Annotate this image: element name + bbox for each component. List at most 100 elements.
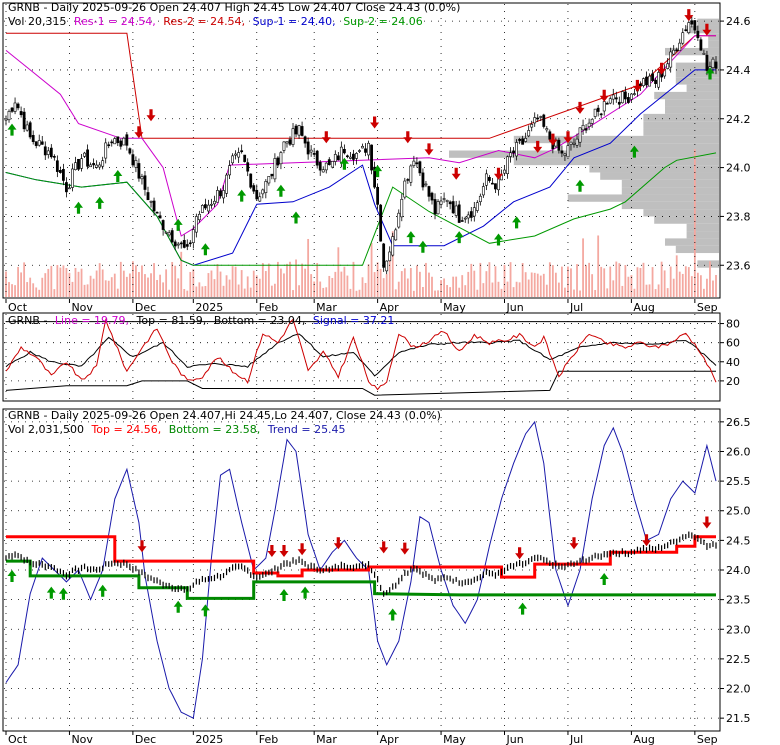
price-y-tick-label: 24.2: [726, 113, 751, 126]
candle-body: [4, 118, 8, 121]
volume-bar: [712, 280, 714, 297]
candle-body: [542, 114, 546, 127]
volume-bar: [310, 274, 313, 297]
price-header-line1: GRNB - Daily 2025-09-26 Open 24.407 High…: [8, 1, 460, 14]
volume-profile-bar: [675, 69, 719, 78]
candle-body: [569, 141, 573, 145]
volume-bar: [654, 289, 657, 297]
volume-profile-bar: [697, 260, 719, 268]
price-x-tick-label: 2025: [195, 301, 223, 314]
volume-bar: [219, 271, 222, 297]
volume-bar: [615, 261, 618, 297]
candle-body: [409, 165, 413, 183]
candle-body: [309, 149, 313, 153]
candle-body: [128, 148, 132, 154]
volume-bar: [660, 261, 663, 297]
candle-body: [155, 211, 159, 214]
volume-bar: [56, 265, 59, 297]
candle-body: [415, 162, 419, 165]
rsi-line: [5, 318, 717, 391]
volume-bar: [579, 290, 581, 297]
sell-arrow-icon: [451, 167, 461, 180]
volume-bar: [47, 268, 50, 297]
trend-x-tick-label: Sep: [697, 733, 718, 745]
price-y-tick-label: 23.8: [726, 210, 751, 223]
candle-body: [74, 162, 77, 170]
candle-body: [623, 91, 627, 100]
volume-profile-bar: [643, 121, 719, 129]
volume-bar: [373, 272, 376, 297]
volume-bar: [542, 273, 545, 297]
trend-plot-area: [4, 410, 719, 730]
volume-bar: [289, 261, 291, 297]
volume-bar: [364, 282, 367, 297]
volume-profile-bar: [686, 223, 719, 232]
trend-x-tick-label: Nov: [71, 733, 93, 745]
volume-bar: [515, 281, 518, 297]
sell-arrow-icon: [370, 116, 380, 129]
trend-x-tick-label: Oct: [8, 733, 28, 745]
volume-bar: [630, 275, 633, 297]
volume-bar: [122, 270, 125, 297]
candle-body: [669, 51, 673, 68]
candle-body: [491, 182, 494, 185]
candle-body: [509, 152, 512, 157]
volume-bar: [443, 278, 445, 297]
volume-bar: [258, 278, 261, 297]
volume-bar: [11, 284, 13, 297]
volume-bar: [228, 279, 231, 297]
volume-profile-bar: [665, 106, 719, 114]
volume-bar: [394, 289, 397, 297]
volume-bar: [636, 267, 639, 297]
volume-bar: [41, 277, 44, 297]
rsi-header-top: Top = 81.59,: [136, 314, 207, 327]
candle-body: [364, 148, 367, 153]
price-x-tick-label: Apr: [380, 301, 400, 314]
sup2-line: [5, 152, 717, 266]
volume-bar: [86, 284, 89, 297]
buy-arrow-icon: [518, 602, 528, 615]
candle-body: [578, 127, 582, 143]
price-x-tick-label: Dec: [135, 301, 156, 314]
volume-bar: [246, 276, 249, 297]
sell-arrow-icon: [321, 131, 331, 144]
sell-arrow-icon: [533, 140, 543, 153]
candle-body: [560, 150, 564, 154]
volume-bar: [334, 271, 337, 297]
trend-x-tick-label: 2025: [195, 733, 223, 745]
price-x-tick-label: Nov: [71, 301, 93, 314]
buy-arrow-icon: [575, 179, 585, 192]
volume-bar: [497, 281, 500, 297]
volume-bar: [325, 287, 328, 297]
volume-bar: [624, 265, 627, 297]
price-x-tick-label: Aug: [633, 301, 654, 314]
candle-body: [584, 128, 588, 131]
candle-body: [252, 185, 256, 192]
candle-body: [89, 164, 92, 168]
candle-body: [58, 170, 62, 173]
volume-bar: [509, 262, 512, 297]
candle-body: [481, 186, 485, 196]
volume-bar: [231, 266, 234, 297]
candle-body: [34, 141, 38, 146]
volume-bar: [530, 272, 533, 297]
volume-bar: [693, 149, 696, 297]
candle-body: [630, 93, 633, 100]
volume-profile-bar: [621, 179, 719, 188]
candle-body: [279, 152, 283, 165]
volume-bar: [506, 281, 509, 297]
trend-y-tick-label: 25.5: [726, 475, 751, 488]
volume-bar: [177, 278, 180, 297]
candle-body: [711, 58, 715, 68]
sell-arrow-icon: [379, 541, 389, 554]
volume-bar: [388, 255, 391, 297]
volume-bar: [71, 281, 74, 297]
candle-body: [170, 230, 174, 243]
volume-bar: [337, 247, 340, 297]
candle-body: [104, 142, 108, 159]
volume-bar: [706, 278, 708, 297]
candle-body: [28, 122, 32, 138]
volume-bar: [500, 288, 503, 297]
candle-body: [675, 49, 679, 52]
candle-body: [182, 240, 186, 248]
